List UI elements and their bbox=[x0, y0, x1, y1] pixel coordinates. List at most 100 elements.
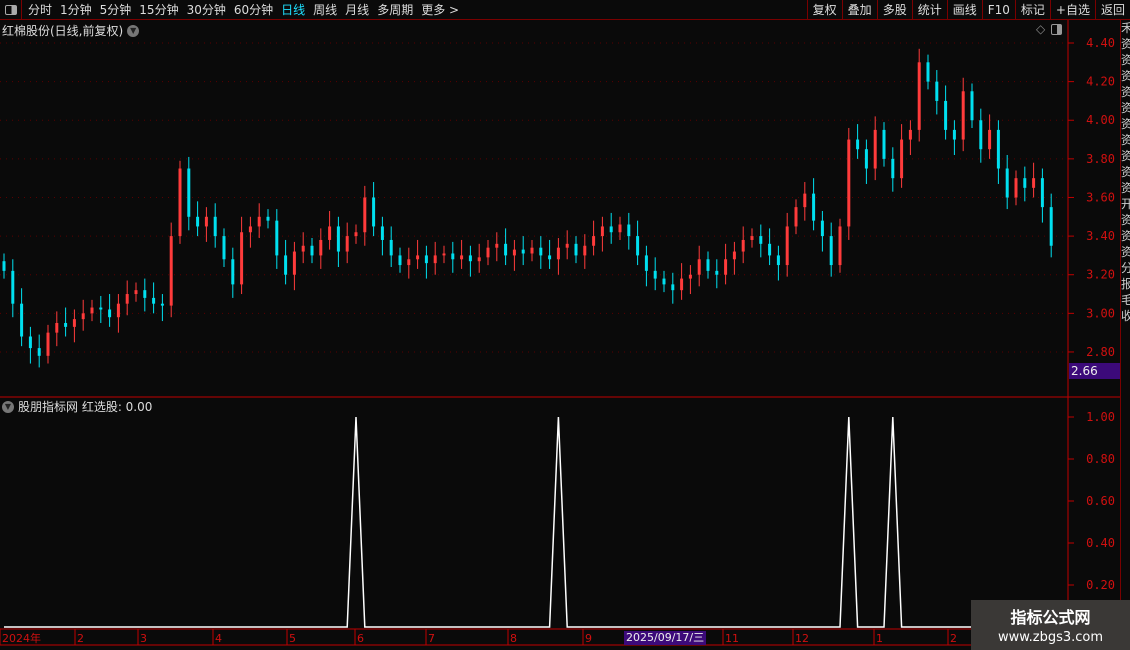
toolbar-button[interactable]: 画线 bbox=[946, 0, 982, 20]
info-strip-char: 资 bbox=[1121, 100, 1130, 116]
period-tab[interactable]: 周线 bbox=[313, 3, 338, 17]
candle-body bbox=[248, 226, 252, 233]
candle-body bbox=[169, 236, 173, 306]
candle-body bbox=[468, 255, 472, 262]
info-strip-char: 收 bbox=[1121, 308, 1130, 324]
candle-body bbox=[785, 226, 789, 266]
info-strip-char: 资 bbox=[1121, 164, 1130, 180]
period-tab[interactable]: 30分钟 bbox=[186, 3, 226, 17]
candle-body bbox=[556, 247, 560, 260]
candle-body bbox=[231, 259, 235, 285]
candle-body bbox=[372, 197, 376, 227]
toolbar-button[interactable]: 标记 bbox=[1014, 0, 1050, 20]
candle-body bbox=[204, 216, 208, 227]
period-tab[interactable]: 月线 bbox=[345, 3, 370, 17]
candle-body bbox=[178, 168, 182, 237]
info-strip-char: 资 bbox=[1121, 132, 1130, 148]
candle-body bbox=[134, 290, 138, 295]
toolbar-button[interactable]: +自选 bbox=[1049, 0, 1095, 20]
info-strip-char: 资 bbox=[1121, 244, 1130, 260]
main-chart-title: 红棉股份(日线,前复权) ▼ bbox=[2, 22, 140, 39]
chart-corner-icons: ◇ bbox=[1036, 22, 1063, 36]
toolbar-button[interactable]: 复权 bbox=[806, 0, 842, 20]
candle-body bbox=[996, 129, 1000, 169]
candle-body bbox=[829, 236, 833, 266]
candle-body bbox=[917, 62, 921, 130]
signal-line bbox=[4, 416, 1052, 628]
period-tab[interactable]: 更多 > bbox=[421, 3, 460, 17]
panel-toggle-button[interactable] bbox=[0, 0, 22, 20]
candle-body bbox=[900, 139, 904, 179]
candle-body bbox=[653, 270, 657, 279]
candle-body bbox=[160, 303, 164, 306]
toolbar-button[interactable]: F10 bbox=[981, 0, 1015, 20]
y-tick-label: 3.80 bbox=[1086, 152, 1115, 166]
candle-body bbox=[319, 239, 323, 256]
period-tab[interactable]: 60分钟 bbox=[233, 3, 274, 17]
candle-body bbox=[424, 255, 428, 264]
candle-body bbox=[284, 255, 288, 275]
info-strip-char: 资 bbox=[1121, 36, 1130, 52]
candle-body bbox=[891, 158, 895, 179]
chevron-down-icon[interactable]: ▼ bbox=[127, 24, 140, 37]
candle-body bbox=[873, 129, 877, 169]
candle-body bbox=[486, 247, 490, 258]
y-tick-label: 4.20 bbox=[1086, 75, 1115, 89]
candle-body bbox=[1040, 178, 1044, 208]
candle-body bbox=[292, 251, 296, 275]
x-tick-label: 5 bbox=[289, 632, 296, 645]
y-tick-label: 3.20 bbox=[1086, 268, 1115, 282]
toolbar-button[interactable]: 返回 bbox=[1094, 0, 1130, 20]
toolbar-button[interactable]: 多股 bbox=[876, 0, 912, 20]
candle-body bbox=[609, 226, 613, 233]
y-tick-label: 4.40 bbox=[1086, 36, 1115, 50]
diamond-icon[interactable]: ◇ bbox=[1036, 22, 1046, 36]
candle-body bbox=[1014, 178, 1018, 198]
candle-body bbox=[988, 129, 992, 150]
y-tick-label: 4.00 bbox=[1086, 113, 1115, 127]
candle-body bbox=[72, 319, 76, 327]
candle-body bbox=[504, 243, 508, 256]
watermark-url: www.zbgs3.com bbox=[997, 630, 1104, 645]
candle-body bbox=[460, 255, 464, 260]
candle-body bbox=[257, 216, 261, 227]
info-strip-char: 资 bbox=[1121, 212, 1130, 228]
candle-body bbox=[864, 149, 868, 169]
info-strip-char: 资 bbox=[1121, 84, 1130, 100]
period-tab[interactable]: 5分钟 bbox=[99, 3, 132, 17]
candle-body bbox=[46, 332, 50, 356]
right-info-strip: 禾资资资资资资资资资资开资资资分报毛收 bbox=[1120, 20, 1130, 650]
candle-body bbox=[600, 226, 604, 237]
x-tick-label: 12 bbox=[795, 632, 809, 645]
period-tab[interactable]: 多周期 bbox=[377, 3, 414, 17]
x-tick-label: 4 bbox=[215, 632, 222, 645]
candle-body bbox=[90, 307, 94, 314]
chevron-down-icon[interactable]: ▼ bbox=[2, 400, 14, 413]
period-tab[interactable]: 15分钟 bbox=[139, 3, 179, 17]
candle-body bbox=[935, 81, 939, 101]
candle-body bbox=[407, 259, 411, 266]
candle-body bbox=[380, 226, 384, 240]
period-tab[interactable]: 分时 bbox=[28, 3, 53, 17]
candle-body bbox=[336, 226, 340, 252]
indicator-title: ▼ 股朋指标网 红选股: 0.00 bbox=[2, 398, 152, 415]
period-tab[interactable]: 1分钟 bbox=[60, 3, 92, 17]
period-tab[interactable]: 日线 bbox=[281, 3, 306, 17]
candle-body bbox=[926, 62, 930, 82]
candle-body bbox=[794, 207, 798, 227]
panel-toggle-icon[interactable] bbox=[1051, 23, 1063, 35]
candle-body bbox=[416, 255, 420, 260]
candle-body bbox=[240, 232, 244, 285]
candle-body bbox=[81, 313, 85, 320]
candle-body bbox=[803, 193, 807, 208]
toolbar-button[interactable]: 统计 bbox=[911, 0, 947, 20]
indicator-tick-label: 1.00 bbox=[1086, 410, 1115, 424]
toolbar-button[interactable]: 叠加 bbox=[841, 0, 877, 20]
cursor-date-label: 2025/09/17/三 bbox=[624, 631, 707, 645]
x-tick-label: 2 bbox=[950, 632, 957, 645]
candle-body bbox=[116, 303, 120, 318]
candle-body bbox=[442, 253, 446, 256]
candle-body bbox=[275, 220, 279, 256]
candle-body bbox=[856, 139, 860, 150]
